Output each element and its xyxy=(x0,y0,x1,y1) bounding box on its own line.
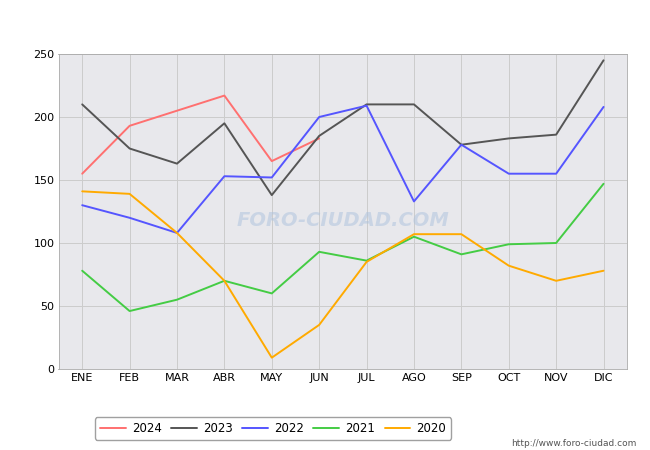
2024 xyxy=(78,171,86,176)
Line: 2023: 2023 xyxy=(82,60,604,195)
2021 xyxy=(173,297,181,302)
2022 xyxy=(363,103,370,108)
2024 xyxy=(173,108,181,113)
2020 xyxy=(220,278,228,284)
2021 xyxy=(125,308,133,314)
2020 xyxy=(600,268,608,274)
2020 xyxy=(78,189,86,194)
2021 xyxy=(410,234,418,239)
2024 xyxy=(315,136,323,141)
2022 xyxy=(78,202,86,208)
Text: http://www.foro-ciudad.com: http://www.foro-ciudad.com xyxy=(512,439,637,448)
Line: 2021: 2021 xyxy=(82,184,604,311)
2022 xyxy=(268,175,276,180)
2020 xyxy=(410,231,418,237)
2022 xyxy=(173,230,181,236)
2024 xyxy=(268,158,276,164)
Text: Matriculaciones de Vehiculos en Adeje: Matriculaciones de Vehiculos en Adeje xyxy=(166,16,484,34)
2023 xyxy=(125,146,133,151)
Line: 2024: 2024 xyxy=(82,95,319,174)
2022 xyxy=(458,142,465,148)
2024 xyxy=(125,123,133,129)
2020 xyxy=(125,191,133,197)
2022 xyxy=(600,104,608,110)
2020 xyxy=(552,278,560,284)
2023 xyxy=(505,136,513,141)
2023 xyxy=(78,102,86,107)
Text: FORO-CIUDAD.COM: FORO-CIUDAD.COM xyxy=(237,212,449,230)
2021 xyxy=(552,240,560,246)
2022 xyxy=(315,114,323,120)
2023 xyxy=(268,193,276,198)
2021 xyxy=(458,252,465,257)
2020 xyxy=(173,230,181,236)
2023 xyxy=(458,142,465,148)
2021 xyxy=(600,181,608,186)
2023 xyxy=(410,102,418,107)
2024 xyxy=(220,93,228,98)
2021 xyxy=(78,268,86,274)
2020 xyxy=(363,259,370,265)
2020 xyxy=(458,231,465,237)
2022 xyxy=(410,199,418,204)
2021 xyxy=(505,242,513,247)
2023 xyxy=(220,121,228,126)
2023 xyxy=(315,133,323,139)
2023 xyxy=(552,132,560,137)
Line: 2022: 2022 xyxy=(82,106,604,233)
2022 xyxy=(125,215,133,220)
2021 xyxy=(363,258,370,263)
2020 xyxy=(268,355,276,360)
2022 xyxy=(220,174,228,179)
2021 xyxy=(315,249,323,255)
Line: 2020: 2020 xyxy=(82,191,604,358)
2021 xyxy=(268,291,276,296)
2022 xyxy=(552,171,560,176)
2020 xyxy=(315,322,323,328)
2023 xyxy=(173,161,181,166)
Legend: 2024, 2023, 2022, 2021, 2020: 2024, 2023, 2022, 2021, 2020 xyxy=(95,417,451,440)
2023 xyxy=(600,58,608,63)
2020 xyxy=(505,263,513,268)
2023 xyxy=(363,102,370,107)
2021 xyxy=(220,278,228,284)
2022 xyxy=(505,171,513,176)
